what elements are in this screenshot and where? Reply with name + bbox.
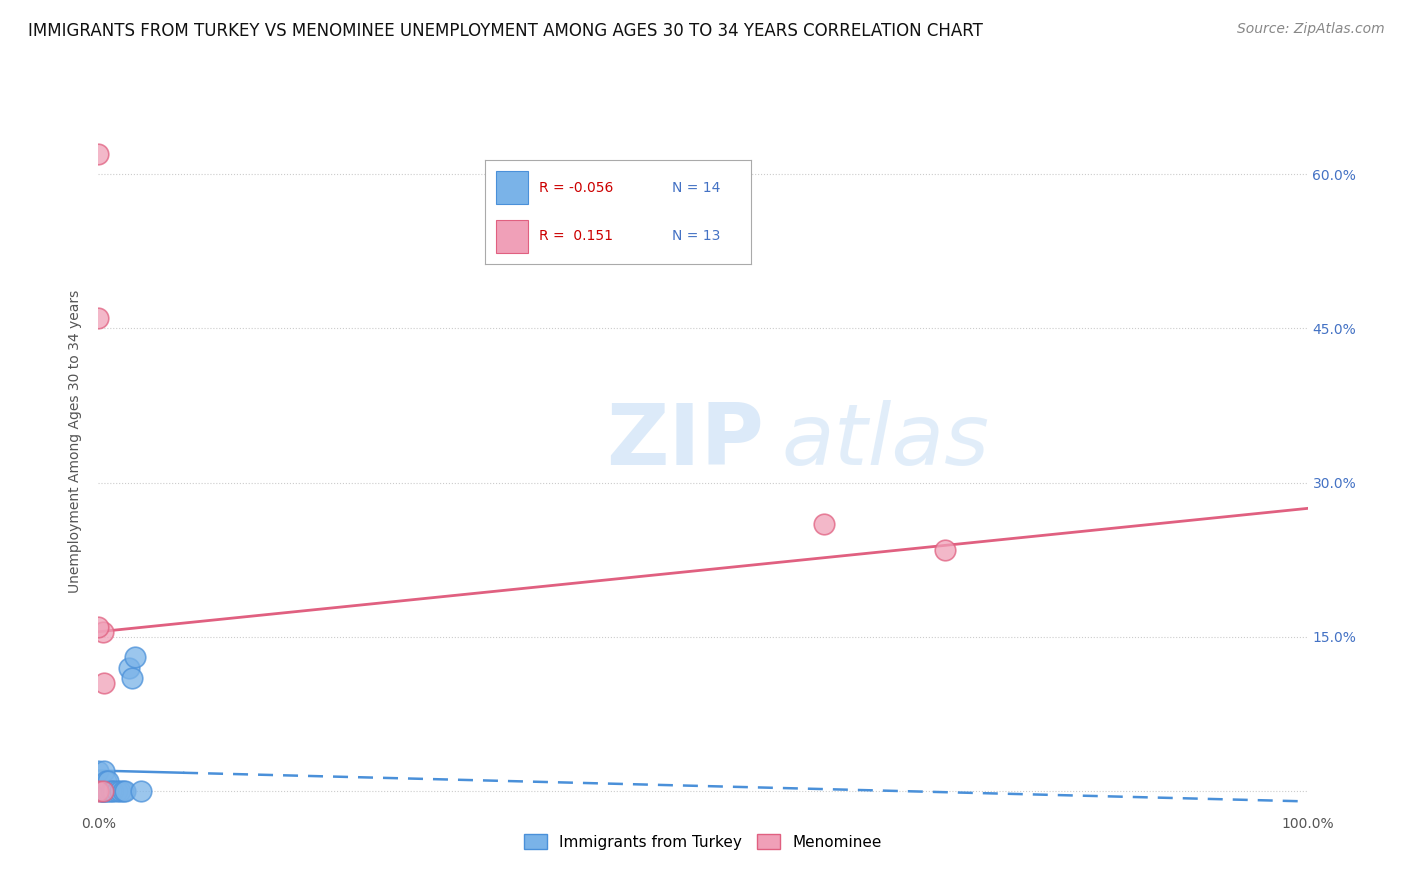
Point — [118, 661, 141, 675]
Point — [94, 773, 117, 788]
Point — [91, 784, 114, 798]
Point — [91, 784, 114, 798]
Y-axis label: Unemployment Among Ages 30 to 34 years: Unemployment Among Ages 30 to 34 years — [69, 290, 83, 593]
Point — [87, 146, 110, 161]
Point — [111, 784, 134, 798]
Point — [934, 542, 956, 557]
Point — [124, 650, 146, 665]
Text: Source: ZipAtlas.com: Source: ZipAtlas.com — [1237, 22, 1385, 37]
Point — [813, 516, 835, 531]
Point — [91, 624, 114, 639]
Point — [87, 311, 110, 326]
Text: ZIP: ZIP — [606, 400, 763, 483]
Point — [105, 784, 128, 798]
Point — [87, 764, 110, 778]
Point — [93, 784, 115, 798]
Point — [101, 784, 124, 798]
Point — [94, 784, 117, 798]
Point — [121, 671, 143, 685]
Point — [90, 784, 112, 798]
Text: atlas: atlas — [782, 400, 990, 483]
Point — [108, 784, 131, 798]
Point — [87, 619, 110, 633]
Point — [87, 784, 110, 798]
Text: IMMIGRANTS FROM TURKEY VS MENOMINEE UNEMPLOYMENT AMONG AGES 30 TO 34 YEARS CORRE: IMMIGRANTS FROM TURKEY VS MENOMINEE UNEM… — [28, 22, 983, 40]
Point — [129, 784, 152, 798]
Point — [91, 784, 114, 798]
Point — [97, 773, 120, 788]
Legend: Immigrants from Turkey, Menominee: Immigrants from Turkey, Menominee — [517, 828, 889, 856]
Point — [93, 764, 115, 778]
Point — [100, 784, 122, 798]
Point — [93, 676, 115, 690]
Point — [97, 784, 120, 798]
Point — [114, 784, 136, 798]
